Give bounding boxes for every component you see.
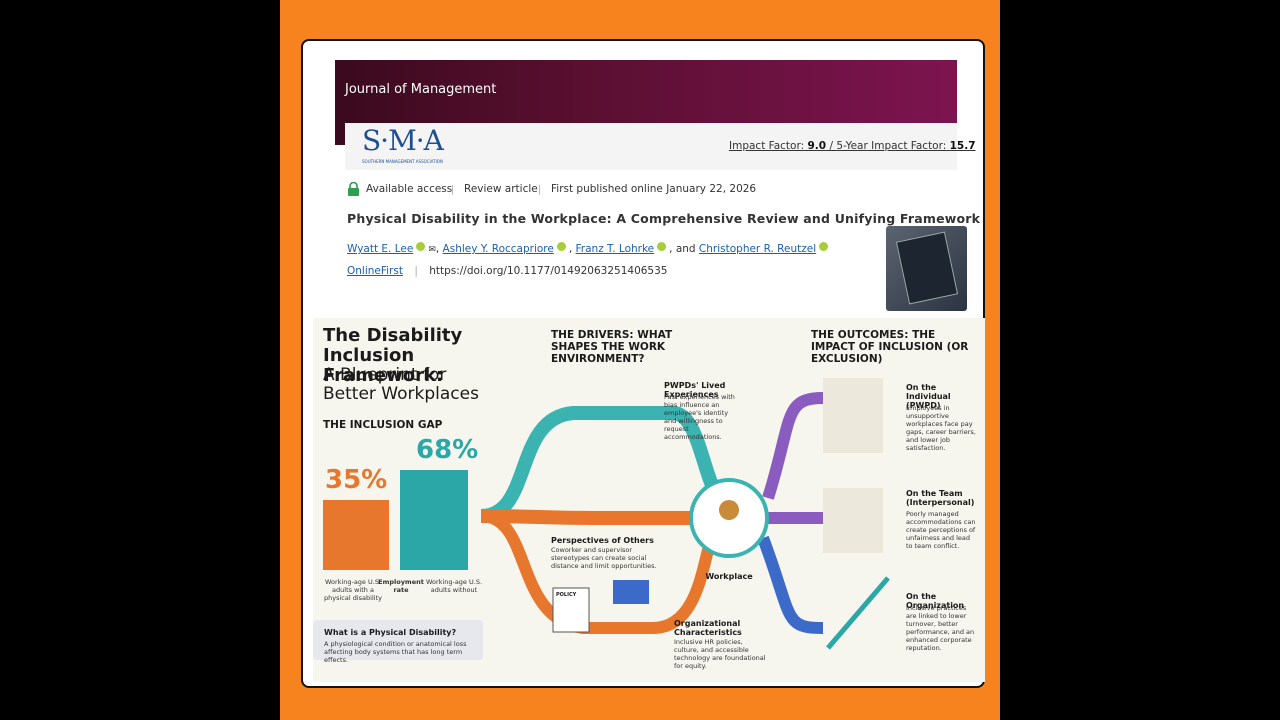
issue-link[interactable]: OnlineFirst	[347, 265, 403, 277]
publish-date: First published online January 22, 2026	[551, 183, 757, 195]
gap-left-label: Working-age U.S. adults with a physical …	[324, 578, 382, 602]
podcast-thumbnail[interactable]	[886, 226, 967, 311]
center-label: Workplace	[705, 572, 753, 581]
separator: ,	[435, 243, 440, 255]
article-type: Review article	[464, 183, 538, 195]
five-year-value: 15.7	[949, 140, 976, 152]
infographic-paths	[313, 378, 890, 660]
author[interactable]: Christopher R. Reutzel	[698, 243, 817, 255]
separator: /	[829, 140, 833, 152]
impact-value: 9.0	[807, 140, 827, 152]
driver-text: Inclusive HR policies, culture, and acce…	[674, 638, 766, 670]
outcomes-heading: THE OUTCOMES: THE IMPACT OF INCLUSION (O…	[811, 329, 969, 365]
outcome-text: Poorly managed accommodations can create…	[906, 510, 976, 550]
doi[interactable]: https://doi.org/10.1177/0149206325140653…	[429, 265, 668, 277]
author-list: Wyatt E. Lee ✉, Ashley Y. Roccapriore, Fr…	[347, 242, 831, 255]
logo-subtitle: SOUTHERN MANAGEMENT ASSOCIATION	[362, 159, 443, 164]
gap-right-label: Working-age U.S. adults without	[425, 578, 483, 594]
policy-sign: POLICY	[556, 592, 577, 598]
infographic-subtitle: A Blueprint for Better Workplaces	[323, 365, 479, 404]
driver-text: Past experiences with bias influence an …	[664, 393, 735, 441]
outcome-title: On the Organization	[906, 592, 965, 610]
author[interactable]: Franz T. Lohrke	[575, 243, 655, 255]
gap-middle-label: Employment rate	[378, 578, 424, 594]
access-type: Available access	[366, 183, 453, 195]
definition-text: A physiological condition or anatomical …	[324, 640, 467, 664]
outcome-text: Employees in unsupportive workplaces fac…	[906, 404, 976, 452]
gap-right-value: 68%	[416, 435, 479, 465]
separator: ,	[568, 243, 573, 255]
divider	[452, 185, 453, 195]
journal-name[interactable]: Journal of Management	[345, 82, 497, 97]
lock-icon	[348, 182, 359, 196]
gap-heading: THE INCLUSION GAP	[323, 419, 443, 431]
logo[interactable]: S·M·A	[362, 124, 444, 157]
definition-title: What is a Physical Disability?	[324, 628, 457, 637]
infographic-title: The Disability Inclusion Framework:	[323, 325, 463, 386]
impact-label: Impact Factor:	[729, 140, 805, 152]
logo-bar	[345, 123, 957, 170]
driver-title: Organizational Characteristics	[674, 619, 742, 637]
outcome-text: Inclusive practices are linked to lower …	[906, 604, 975, 652]
driver-title: PWPDs' Lived Experiences	[664, 381, 726, 399]
doi-row: OnlineFirst | https://doi.org/10.1177/01…	[347, 265, 668, 277]
driver-text: Coworker and supervisor stereotypes can …	[551, 546, 657, 570]
impact-factor[interactable]: Impact Factor: 9.0 / 5-Year Impact Facto…	[729, 140, 976, 152]
gap-left-value: 35%	[325, 465, 388, 495]
article-title: Physical Disability in the Workplace: A …	[347, 211, 981, 226]
five-year-label: 5-Year Impact Factor:	[836, 140, 947, 152]
author[interactable]: Ashley Y. Roccapriore	[442, 243, 554, 255]
separator: , and	[669, 243, 696, 255]
driver-title: Perspectives of Others	[551, 536, 654, 545]
outcome-title: On the Team (Interpersonal)	[906, 489, 975, 507]
author[interactable]: Wyatt E. Lee	[347, 243, 414, 255]
outcome-title: On the Individual (PWPD)	[906, 383, 951, 410]
drivers-heading: THE DRIVERS: WHAT SHAPES THE WORK ENVIRO…	[551, 329, 673, 365]
divider	[539, 185, 540, 195]
